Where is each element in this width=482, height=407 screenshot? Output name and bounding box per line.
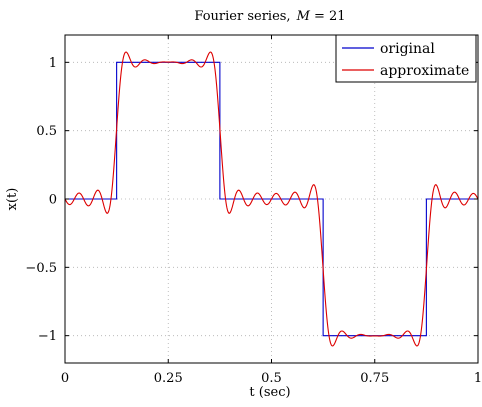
legend-label-original: original: [380, 41, 435, 57]
y-tick-label: −0.5: [25, 261, 57, 276]
y-tick-label: 0: [49, 193, 57, 208]
plot-series: [64, 51, 479, 347]
y-tick-label: −1: [38, 329, 57, 344]
x-tick-label: 1: [474, 371, 482, 386]
legend: original approximate: [335, 34, 477, 83]
title-value: = 21: [310, 9, 346, 24]
x-tick-label: 0.5: [261, 371, 282, 386]
title-prefix: Fourier series,: [194, 9, 290, 24]
chart-title: Fourier series, M = 21: [194, 9, 345, 24]
x-tick-label: 0.25: [154, 371, 183, 386]
y-tick-label: 1: [49, 56, 57, 71]
title-variable: M: [296, 9, 311, 24]
x-tick-label: 0.75: [360, 371, 389, 386]
x-tick-label: 0: [61, 371, 69, 386]
series-line-approximate: [64, 51, 479, 347]
x-axis-label: t (sec): [249, 385, 290, 400]
y-tick-label: 0.5: [36, 124, 57, 139]
legend-label-approximate: approximate: [380, 63, 469, 79]
legend-box: [335, 34, 477, 83]
axis-ticks: 0 0.25 0.5 0.75 1 −1 −0.5 0 0.5 1: [25, 35, 482, 386]
y-axis-label: x(t): [5, 188, 20, 211]
